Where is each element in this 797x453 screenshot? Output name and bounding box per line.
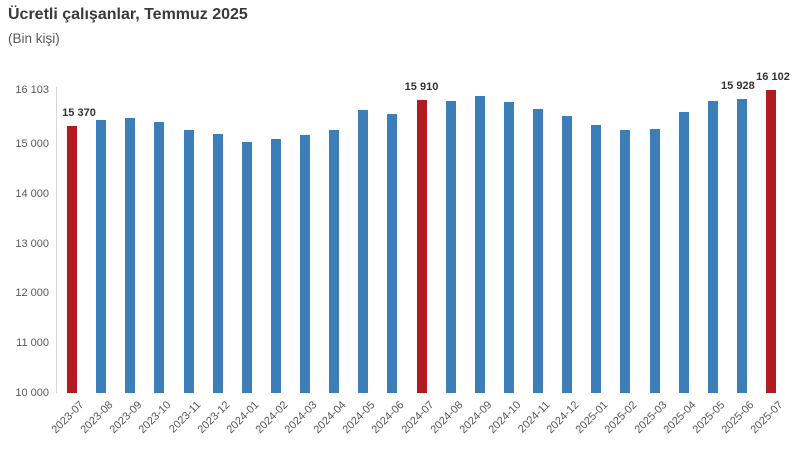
bar-2023-08[interactable] — [96, 119, 107, 393]
y-axis-tick-label: 16 103 — [15, 83, 49, 96]
chart-title: Ücretli çalışanlar, Temmuz 2025 — [8, 6, 248, 23]
bar-2023-10[interactable] — [154, 122, 165, 393]
y-axis-tick-label: 13 000 — [15, 237, 49, 250]
bar-2025-04[interactable] — [678, 112, 689, 393]
bar-2023-11[interactable] — [183, 130, 194, 393]
bar-2025-06[interactable] — [736, 98, 747, 393]
bar-2025-02[interactable] — [620, 130, 631, 393]
bar-2023-09[interactable] — [125, 117, 136, 393]
bar-2024-02[interactable] — [270, 139, 281, 393]
bar-2023-07[interactable] — [67, 126, 77, 393]
data-label-2025-07: 16 102 — [756, 71, 790, 84]
bar-2025-03[interactable] — [649, 129, 660, 393]
bar-2024-06[interactable] — [387, 114, 398, 393]
plot-area — [57, 90, 794, 393]
bar-2025-07[interactable] — [766, 90, 776, 393]
y-axis-tick-label: 12 000 — [15, 287, 49, 300]
data-label-2025-06: 15 928 — [721, 79, 755, 92]
bar-2024-09[interactable] — [474, 95, 485, 393]
bar-2024-08[interactable] — [445, 100, 456, 393]
chart-subtitle: (Bin kişi) — [8, 31, 60, 46]
bar-2025-01[interactable] — [591, 125, 602, 393]
y-axis-tick-label: 11 000 — [16, 336, 49, 349]
bar-2024-04[interactable] — [329, 130, 340, 393]
bar-2024-05[interactable] — [358, 109, 369, 393]
data-label-2024-07: 15 910 — [404, 80, 439, 93]
bar-2023-12[interactable] — [212, 134, 223, 393]
y-axis-tick-label: 10 000 — [15, 386, 49, 399]
bar-2024-07[interactable] — [416, 99, 427, 393]
bar-2024-01[interactable] — [241, 142, 252, 393]
bar-2024-10[interactable] — [503, 102, 514, 393]
y-axis-line — [56, 87, 57, 393]
bar-2024-03[interactable] — [300, 135, 310, 393]
bar-2024-11[interactable] — [533, 108, 543, 393]
bar-2025-05[interactable] — [707, 100, 718, 393]
data-label-2023-07: 15 370 — [62, 107, 96, 120]
y-axis-tick-label: 14 000 — [15, 187, 49, 200]
y-axis-tick-label: 15 000 — [15, 138, 49, 151]
bar-2024-12[interactable] — [562, 116, 573, 393]
